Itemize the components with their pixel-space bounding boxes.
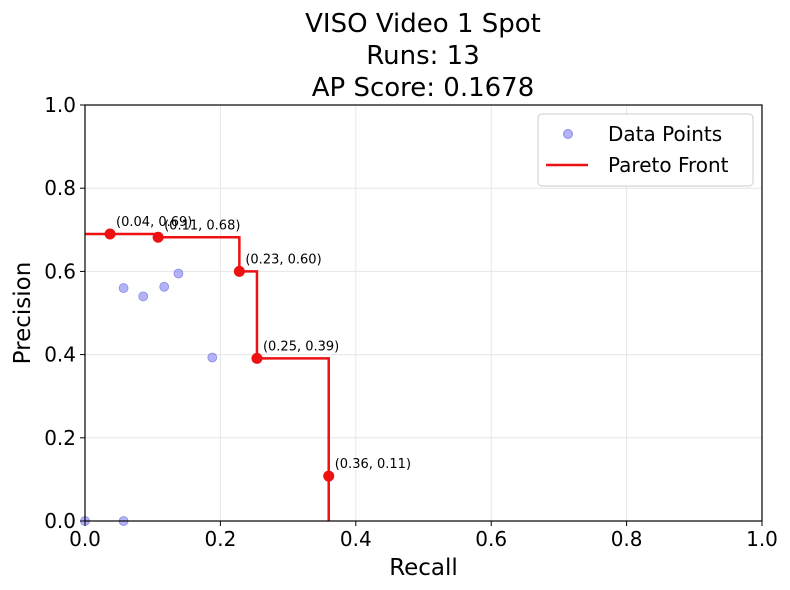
x-axis-label: Recall [389,555,458,581]
x-tick-label: 0.8 [611,527,643,551]
data-point [207,352,218,363]
pareto-point [152,231,164,243]
chart-title: VISO Video 1 Spot Runs: 13 AP Score: 0.1… [305,9,541,103]
legend-marker [563,129,573,139]
title-line-1: VISO Video 1 Spot [305,9,541,39]
annotations: (0.04, 0.69)(0.11, 0.68) (0.23, 0.60) (0.2… [116,215,411,472]
y-tick-label: 0.4 [44,343,76,367]
y-axis-label: Precision [10,262,36,365]
pareto-front-line [85,232,330,521]
pareto-point [251,352,263,364]
point-annotation: (0.36, 0.11) [335,457,411,472]
point-annotation: (0.23, 0.60) [245,252,321,267]
axis-ticks: 0.0 0.2 0.4 0.6 0.8 1.0 0.0 0.2 0.4 0.6 0.8 1.0 [44,93,778,551]
y-tick-label: 0.8 [44,176,76,200]
point-annotation: (0.04, 0.69) [116,215,192,230]
y-tick-label: 1.0 [44,93,76,117]
plot-frame [84,104,763,522]
legend: Data Points Pareto Front [537,113,754,187]
pareto-front [85,228,335,521]
title-line-2: Runs: 13 [366,41,480,71]
legend-label: Pareto Front [608,153,729,177]
title-line-3: AP Score: 0.1678 [312,73,535,103]
y-tick-label: 0.0 [44,509,76,533]
point-annotation: (0.11, 0.68) [164,218,240,233]
data-point [159,281,170,292]
legend-label: Data Points [608,122,722,146]
data-point [118,283,129,293]
pareto-point [104,228,116,240]
x-tick-label: 1.0 [746,527,778,551]
legend-box [537,113,754,187]
data-points [80,268,218,526]
x-tick-label: 0.0 [69,527,101,551]
y-tick-label: 0.6 [44,259,76,283]
point-annotation: (0.25, 0.39) [263,339,339,354]
data-point [138,291,149,302]
pareto-point [233,265,245,277]
x-tick-label: 0.2 [204,527,236,551]
x-tick-label: 0.4 [340,527,372,551]
y-tick-label: 0.2 [44,426,76,450]
x-tick-label: 0.6 [475,527,507,551]
pareto-point [323,470,335,482]
data-point [173,268,184,279]
